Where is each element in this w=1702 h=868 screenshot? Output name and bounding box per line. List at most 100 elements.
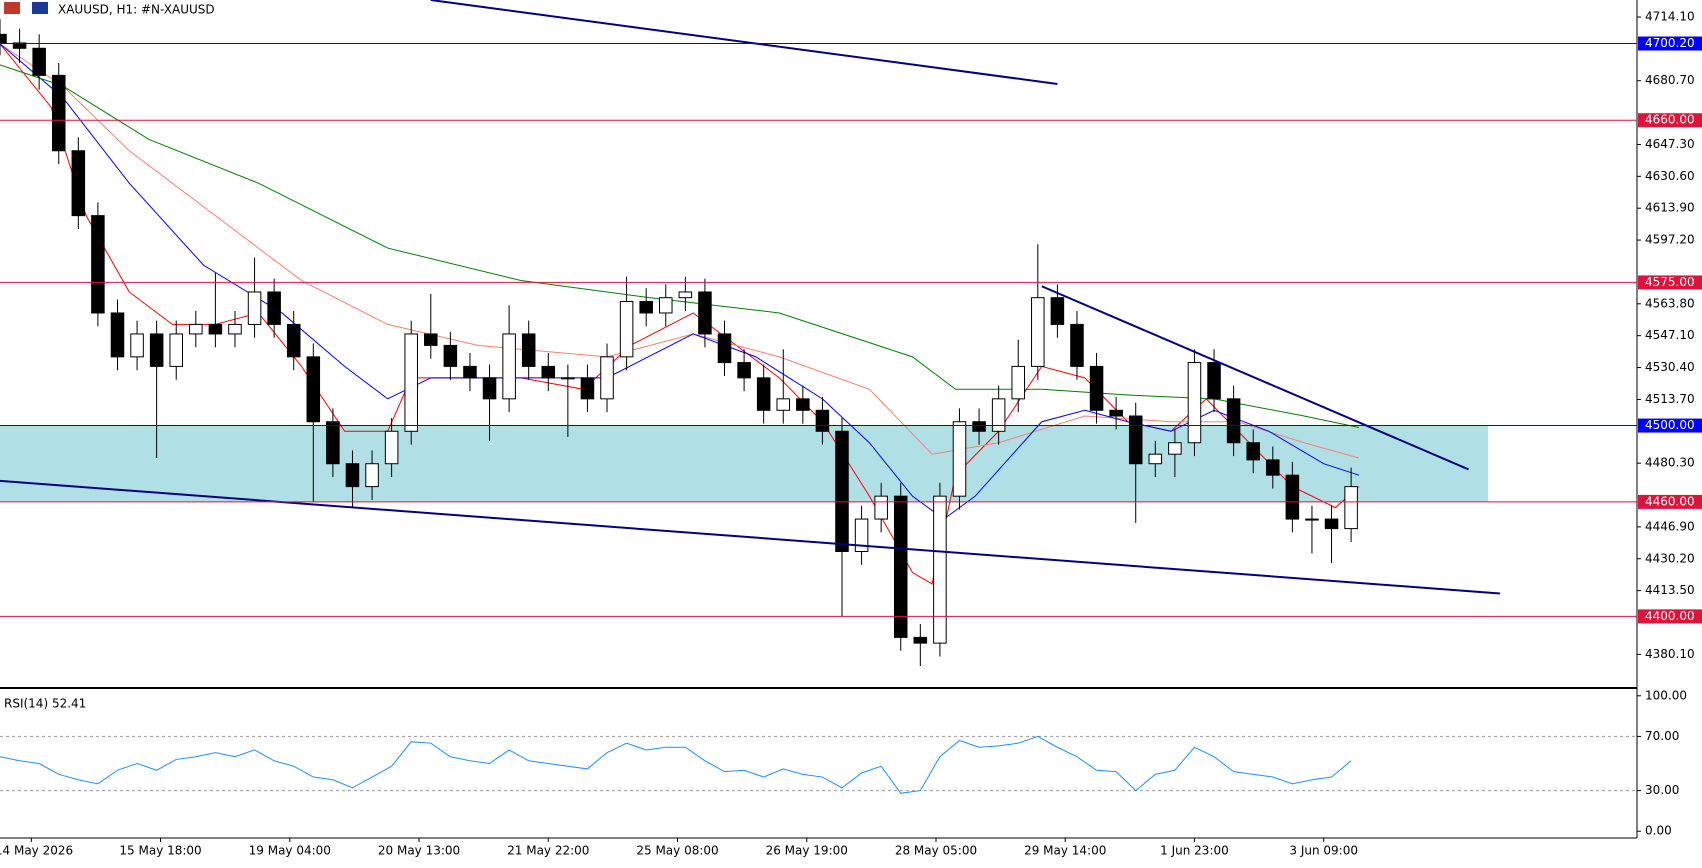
candle-body [443, 344, 458, 367]
candle-body [286, 323, 301, 358]
flag-icon [4, 2, 20, 14]
candle-body [189, 323, 203, 335]
candle-body [1168, 442, 1182, 455]
x-tick-label: 26 May 19:00 [766, 844, 848, 858]
level-tag [1638, 36, 1702, 51]
candle-body [326, 421, 340, 465]
level-tag [1638, 494, 1702, 509]
level-label: 4700.20 [1645, 36, 1695, 50]
candle-body [893, 495, 908, 638]
candle-body [1128, 415, 1143, 465]
level-tag [1638, 113, 1702, 128]
candle-body [639, 301, 653, 314]
candle-body [933, 495, 947, 644]
x-tick-label: 20 May 13:00 [378, 844, 460, 858]
y-tick-label: 4613.90 [1645, 201, 1695, 215]
trendline [0, 479, 1501, 595]
broker-icon [32, 2, 48, 14]
rsi-tick-label: 70.00 [1645, 729, 1679, 743]
candle-body [580, 377, 595, 400]
candle-body [365, 463, 379, 488]
y-tick-label: 4630.60 [1645, 169, 1695, 183]
candle-body [874, 495, 888, 520]
candle-body [247, 291, 262, 325]
candle-body [698, 291, 712, 335]
candle-body [267, 291, 281, 325]
candle-body [972, 421, 986, 432]
rsi-tick-label: 30.00 [1645, 783, 1679, 797]
candle-body [424, 333, 438, 346]
candle-body [619, 301, 634, 358]
candle-body [756, 377, 771, 411]
rsi-label: RSI(14) 52.41 [4, 697, 86, 711]
candle-body [110, 312, 125, 358]
candle-body [815, 409, 830, 432]
candle-body [1070, 323, 1084, 367]
x-tick-label: 21 May 22:00 [507, 844, 589, 858]
y-tick-label: 4513.70 [1645, 392, 1695, 406]
candle-body [1207, 362, 1221, 400]
moving-average [0, 43, 1360, 459]
candle-body [1050, 297, 1065, 325]
candle-body [835, 430, 849, 553]
candle-body [91, 215, 105, 314]
x-tick-label: 28 May 05:00 [895, 844, 977, 858]
candle-body [1266, 459, 1280, 476]
level-tag [1638, 418, 1702, 433]
y-tick-label: 4430.20 [1645, 551, 1695, 565]
candle-body [0, 33, 7, 44]
candle-body [228, 323, 242, 335]
candle-body [521, 333, 536, 367]
candle-body [1089, 365, 1104, 411]
candle-body [561, 377, 575, 380]
y-tick-label: 4597.20 [1645, 233, 1695, 247]
candle-body [541, 365, 556, 379]
candle-body [1344, 486, 1358, 530]
candle-body [149, 333, 164, 367]
candle-body [854, 518, 869, 553]
candle-body [130, 333, 144, 358]
rsi-tick-label: 0.00 [1645, 824, 1672, 838]
candle-body [71, 150, 86, 217]
level-tag [1638, 609, 1702, 624]
candle-body [600, 356, 614, 400]
candle-body [482, 377, 497, 400]
y-tick-label: 4413.50 [1645, 583, 1695, 597]
y-tick-label: 4547.10 [1645, 328, 1695, 342]
y-tick-label: 4563.80 [1645, 296, 1695, 310]
rsi-tick-label: 100.00 [1645, 688, 1687, 702]
candle-body [737, 362, 751, 379]
candle-body [658, 297, 673, 314]
candle-body [1246, 442, 1260, 461]
candle-body [1285, 474, 1300, 520]
candle-body [345, 463, 360, 488]
x-tick-label: 14 May 2026 [0, 844, 73, 858]
candle-body [1305, 518, 1319, 521]
candle-body [51, 74, 66, 152]
candle-body [1031, 297, 1045, 367]
y-tick-label: 4480.30 [1645, 456, 1695, 470]
trendline [1041, 285, 1469, 471]
candle-body [1187, 362, 1202, 444]
level-label: 4660.00 [1645, 113, 1695, 127]
candle-body [1109, 409, 1123, 417]
candle-body [404, 333, 418, 432]
level-label: 4500.00 [1645, 418, 1695, 432]
chart-title: XAUUSD, H1: #N-XAUUSD [58, 3, 215, 17]
candle-body [776, 398, 791, 411]
candle-body [208, 323, 223, 335]
y-tick-label: 4714.10 [1645, 9, 1695, 23]
candle-body [32, 47, 46, 76]
y-tick-label: 4647.30 [1645, 137, 1695, 151]
candle-body [1324, 518, 1339, 530]
candle-body [796, 398, 810, 411]
candle-body [502, 333, 516, 400]
candle-body [384, 430, 399, 465]
x-tick-label: 3 Jun 09:00 [1289, 844, 1358, 858]
y-tick-label: 4680.70 [1645, 73, 1695, 87]
y-tick-label: 4446.90 [1645, 519, 1695, 533]
candle-body [1148, 453, 1163, 465]
candle-body [952, 421, 967, 497]
x-tick-label: 29 May 14:00 [1024, 844, 1106, 858]
